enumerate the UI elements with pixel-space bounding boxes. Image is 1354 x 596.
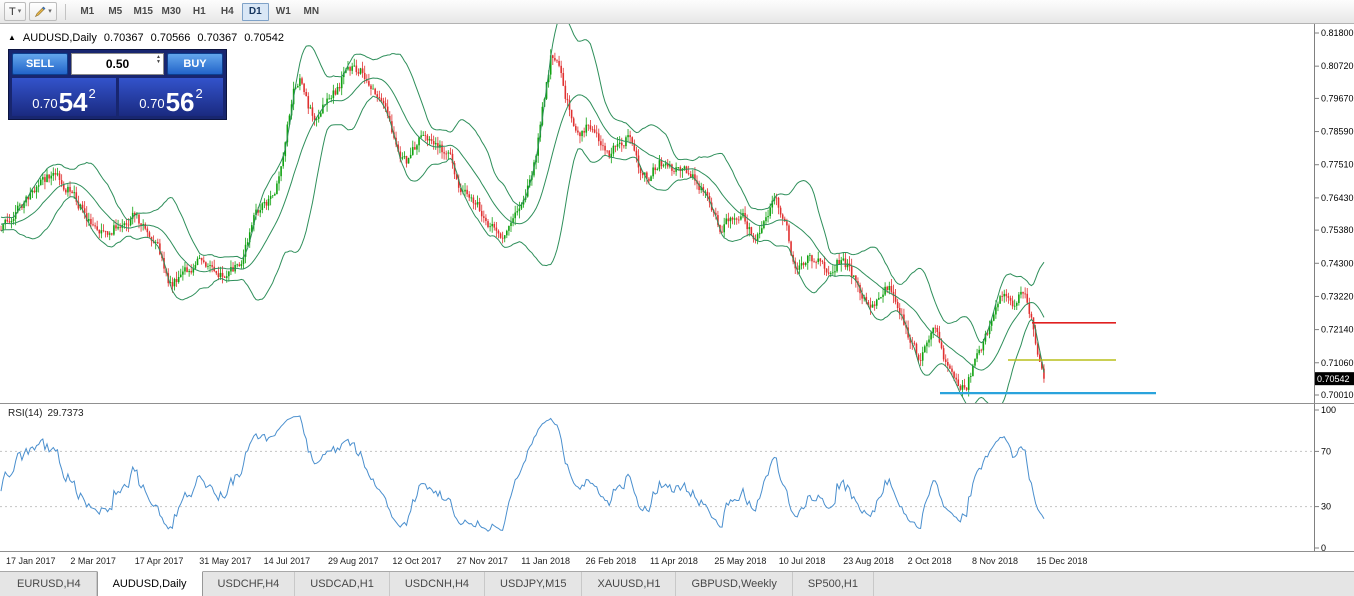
date-label: 2 Oct 2018 [907,556,952,566]
price-tick-label: 0.79670 [1321,93,1354,103]
price-tick-label: 0.78590 [1321,127,1354,137]
timeframe-w1[interactable]: W1 [270,3,297,21]
rsi-tick-label: 30 [1321,502,1331,512]
price-chart-area[interactable]: 0.81800 0.80720 0.79670 0.78590 0.77510 0.764… [0,24,1354,403]
rsi-name: RSI(14) [8,408,43,419]
bollinger-middle [0,77,1045,371]
ohlc-low: 0.70367 [197,32,238,44]
date-label: 26 Feb 2018 [585,556,637,566]
tab-xauusd-h1[interactable]: XAUUSD,H1 [582,572,677,596]
bid-big-digits: 54 [58,86,88,117]
tab-usdcad-h1[interactable]: USDCAD,H1 [295,572,390,596]
date-axis[interactable]: 17 Jan 2017 2 Mar 2017 17 Apr 2017 31 May 2… [0,551,1354,571]
tab-audusd-daily[interactable]: AUDUSD,Daily [96,571,203,596]
bid-price: 0.70 54 2 [12,78,116,116]
date-label: 31 May 2017 [199,556,252,566]
volume-input[interactable]: 0.50 ▲ ▼ [71,53,164,75]
rsi-value: 29.7373 [47,408,84,419]
rsi-indicator-panel[interactable]: 100 70 30 0 RSI(14) 29.7373 [0,403,1354,551]
timeframe-h1[interactable]: H1 [186,3,213,21]
ask-pip-digit: 2 [195,86,203,101]
price-tick-label: 0.73220 [1321,291,1354,301]
price-tick-label: 0.74300 [1321,258,1354,268]
chart-symbol: AUDUSD,Daily [22,32,97,44]
price-tick-label: 0.76430 [1321,193,1354,203]
sell-button[interactable]: SELL [12,53,68,75]
timeframe-m15[interactable]: M15 [130,3,157,21]
one-click-trade-panel: SELL 0.50 ▲ ▼ BUY 0.70 54 2 0.70 56 2 [8,49,227,120]
tab-sp500-h1[interactable]: SP500,H1 [793,572,874,596]
bollinger-upper [0,24,1045,344]
price-tick-label: 0.72140 [1321,325,1354,335]
price-tick-label: 0.71060 [1321,358,1354,368]
caret-down-icon: ▾ [48,8,52,15]
rsi-chart-svg[interactable]: 100 70 30 0 [0,404,1354,551]
text-tool-button[interactable]: T ▾ [4,2,27,21]
tab-usdjpy-m15[interactable]: USDJPY,M15 [485,572,583,596]
date-label: 15 Dec 2018 [1036,556,1088,566]
spinner-up-icon[interactable]: ▲ [156,54,161,60]
toolbar: T ▾ ▾ M1 M5 M15 M30 H1 H4 D1 W1 MN [0,0,1354,24]
date-label: 8 Nov 2018 [972,556,1019,566]
chart-title: ▲ AUDUSD,Daily 0.70367 0.70566 0.70367 0… [8,32,284,44]
volume-spinner[interactable]: ▲ ▼ [156,55,161,65]
ohlc-high: 0.70566 [150,32,191,44]
ask-big-digits: 56 [165,86,195,117]
timeframe-m1[interactable]: M1 [74,3,101,21]
ask-price: 0.70 56 2 [119,78,223,116]
date-label: 14 Jul 2017 [263,556,311,566]
chart-tabs: EURUSD,H4 AUDUSD,Daily USDCHF,H4 USDCAD,H1 U… [0,571,1354,596]
toolbar-separator [64,3,66,20]
pencil-icon [34,6,46,18]
ohlc-open: 0.70367 [103,32,144,44]
ask-prefix: 0.70 [139,96,165,111]
date-label: 23 Aug 2018 [843,556,894,566]
date-label: 10 Jul 2018 [778,556,826,566]
date-label: 17 Jan 2017 [6,556,56,566]
tab-gbpusd-weekly[interactable]: GBPUSD,Weekly [676,572,793,596]
date-label: 11 Jan 2018 [521,556,571,566]
price-tick-label: 0.81800 [1321,28,1354,38]
text-tool-label: T [9,5,16,18]
tab-usdcnh-h4[interactable]: USDCNH,H4 [390,572,486,596]
date-label: 29 Aug 2017 [328,556,379,566]
timeframe-mn[interactable]: MN [298,3,325,21]
price-tick-label: 0.80720 [1321,61,1354,71]
spinner-down-icon[interactable]: ▼ [156,59,161,65]
price-tick-label: 0.77510 [1321,160,1354,170]
timeframe-m30[interactable]: M30 [158,3,185,21]
ohlc-close: 0.70542 [244,32,284,44]
caret-down-icon: ▾ [17,8,22,15]
one-click-toggle-icon[interactable]: ▲ [8,33,16,42]
date-label: 27 Nov 2017 [456,556,508,566]
tab-usdchf-h4[interactable]: USDCHF,H4 [203,572,296,596]
date-label: 2 Mar 2017 [70,556,116,566]
rsi-tick-label: 100 [1321,405,1336,415]
date-label: 17 Apr 2017 [134,556,184,566]
draw-tool-button[interactable]: ▾ [29,2,57,21]
rsi-line [0,415,1045,532]
date-label: 25 May 2018 [714,556,767,566]
bollinger-lower [0,95,1045,403]
rsi-tick-label: 70 [1321,446,1331,456]
buy-button[interactable]: BUY [167,53,223,75]
price-chart-svg[interactable]: 0.81800 0.80720 0.79670 0.78590 0.77510 0.764… [0,24,1354,403]
date-label: 11 Apr 2018 [650,556,698,566]
rsi-tick-label: 0 [1321,543,1326,551]
current-price-badge [1315,372,1354,386]
tab-eurusd-h4[interactable]: EURUSD,H4 [2,572,97,596]
rsi-label: RSI(14) 29.7373 [8,408,84,419]
timeframe-m5[interactable]: M5 [102,3,129,21]
timeframe-d1[interactable]: D1 [241,2,269,21]
bid-pip-digit: 2 [88,86,96,101]
current-price-badge-text: 0.70542 [1317,374,1350,384]
timeframe-group: M1 M5 M15 M30 H1 H4 D1 W1 MN [74,2,325,21]
timeframe-h4[interactable]: H4 [214,3,241,21]
price-tick-label: 0.70010 [1321,390,1354,400]
price-tick-label: 0.75380 [1321,225,1354,235]
bid-prefix: 0.70 [32,96,58,111]
date-label: 12 Oct 2017 [392,556,442,566]
volume-value: 0.50 [105,57,130,71]
